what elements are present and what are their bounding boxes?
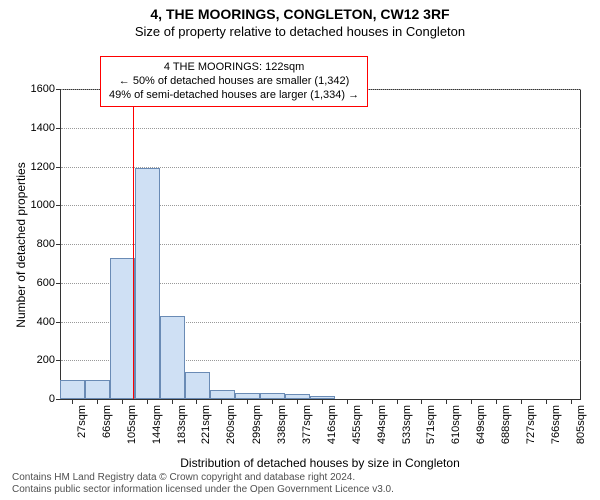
- y-tick-label: 1000: [31, 199, 61, 211]
- x-axis-label: Distribution of detached houses by size …: [60, 456, 580, 470]
- footer-line-1: Contains HM Land Registry data © Crown c…: [12, 472, 600, 484]
- x-tick-mark: [546, 399, 547, 404]
- x-tick-label: 416sqm: [326, 405, 338, 444]
- x-tick-label: 144sqm: [151, 405, 163, 444]
- x-tick-mark: [496, 399, 497, 404]
- x-tick-mark: [446, 399, 447, 404]
- x-tick-mark: [372, 399, 373, 404]
- x-tick-mark: [172, 399, 173, 404]
- x-tick-mark: [221, 399, 222, 404]
- page-subtitle: Size of property relative to detached ho…: [0, 22, 600, 39]
- histogram-bar: [60, 380, 85, 399]
- y-axis-label: Number of detached properties: [14, 162, 28, 327]
- x-tick-mark: [196, 399, 197, 404]
- property-marker-line: [133, 89, 134, 399]
- callout-line-1: 4 THE MOORINGS: 122sqm: [109, 61, 359, 75]
- x-tick-label: 610sqm: [450, 405, 462, 444]
- x-tick-mark: [397, 399, 398, 404]
- plot-area: [61, 89, 581, 399]
- y-tick-label: 200: [37, 354, 61, 366]
- x-tick-label: 571sqm: [425, 405, 437, 444]
- x-tick-mark: [521, 399, 522, 404]
- x-tick-label: 221sqm: [200, 405, 212, 444]
- y-tick-label: 1600: [31, 83, 61, 95]
- histogram-bar: [160, 316, 185, 399]
- y-tick-label: 800: [37, 238, 61, 250]
- x-tick-label: 533sqm: [401, 405, 413, 444]
- x-tick-mark: [272, 399, 273, 404]
- x-tick-label: 494sqm: [376, 405, 388, 444]
- x-tick-label: 338sqm: [276, 405, 288, 444]
- page-title: 4, THE MOORINGS, CONGLETON, CW12 3RF: [0, 0, 600, 22]
- x-tick-mark: [97, 399, 98, 404]
- x-tick-label: 649sqm: [475, 405, 487, 444]
- x-tick-mark: [421, 399, 422, 404]
- x-tick-label: 688sqm: [500, 405, 512, 444]
- x-tick-mark: [122, 399, 123, 404]
- y-tick-label: 1200: [31, 161, 61, 173]
- y-tick-label: 0: [49, 393, 61, 405]
- x-tick-label: 105sqm: [126, 405, 138, 444]
- x-tick-mark: [72, 399, 73, 404]
- y-tick-label: 600: [37, 277, 61, 289]
- histogram-bar: [185, 372, 210, 399]
- x-tick-label: 455sqm: [351, 405, 363, 444]
- histogram-bar: [85, 380, 110, 399]
- footer-line-2: Contains public sector information licen…: [12, 484, 600, 496]
- x-tick-label: 766sqm: [550, 405, 562, 444]
- y-tick-label: 400: [37, 316, 61, 328]
- footer: Contains HM Land Registry data © Crown c…: [0, 472, 600, 496]
- x-tick-label: 66sqm: [101, 405, 113, 438]
- gridline-h: [61, 167, 581, 168]
- page: { "title": "4, THE MOORINGS, CONGLETON, …: [0, 0, 600, 500]
- x-tick-mark: [297, 399, 298, 404]
- histogram-chart: 0200400600800100012001400160027sqm66sqm1…: [60, 89, 581, 400]
- x-tick-mark: [247, 399, 248, 404]
- histogram-bar: [135, 168, 160, 399]
- x-tick-mark: [347, 399, 348, 404]
- histogram-bar: [110, 258, 135, 399]
- histogram-bar: [210, 390, 235, 399]
- x-tick-label: 377sqm: [301, 405, 313, 444]
- x-tick-label: 260sqm: [225, 405, 237, 444]
- gridline-h: [61, 128, 581, 129]
- x-tick-label: 727sqm: [525, 405, 537, 444]
- callout-line-2: ← 50% of detached houses are smaller (1,…: [109, 75, 359, 89]
- x-tick-mark: [471, 399, 472, 404]
- x-tick-label: 27sqm: [76, 405, 88, 438]
- x-tick-label: 299sqm: [251, 405, 263, 444]
- x-tick-mark: [322, 399, 323, 404]
- y-tick-label: 1400: [31, 122, 61, 134]
- callout-line-3: 49% of semi-detached houses are larger (…: [109, 89, 359, 103]
- x-tick-label: 183sqm: [176, 405, 188, 444]
- property-callout: 4 THE MOORINGS: 122sqm ← 50% of detached…: [100, 56, 368, 107]
- x-tick-mark: [571, 399, 572, 404]
- x-tick-label: 805sqm: [575, 405, 587, 444]
- x-tick-mark: [147, 399, 148, 404]
